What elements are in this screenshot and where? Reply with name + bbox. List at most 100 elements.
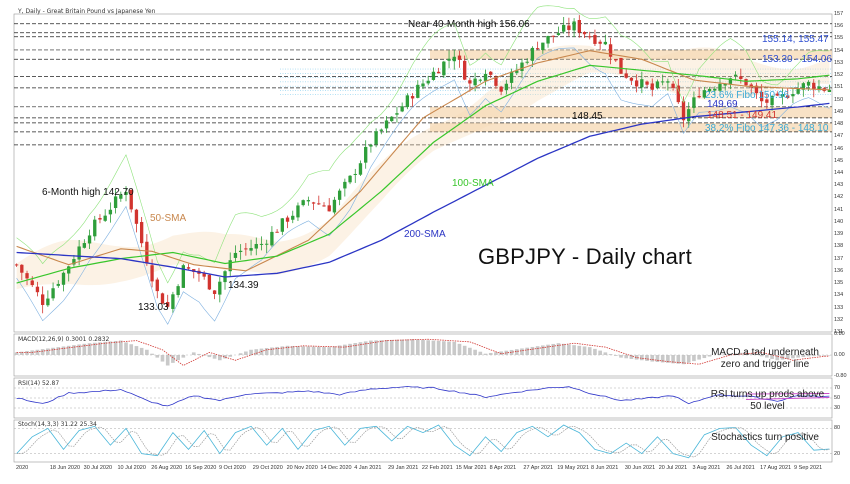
candle-body (817, 86, 821, 90)
candle-body (166, 302, 170, 307)
resistance-zone (430, 122, 832, 132)
candle-body (145, 241, 149, 264)
candle-body (134, 209, 139, 224)
rsi-panel-header: RSI(14) 52.87 (18, 380, 60, 387)
candle-body (129, 189, 133, 210)
candle-body (744, 79, 748, 86)
candle-body (358, 163, 363, 175)
macd-note: MACD a tad underneath zero and trigger l… (711, 347, 819, 370)
chart-title: GBPJPY - Daily chart (478, 244, 692, 269)
candle-body (588, 36, 592, 38)
y-tick-label: 147 (834, 133, 844, 140)
candle-body (593, 34, 597, 44)
stoch-d-line (16, 425, 830, 458)
candle-body (61, 272, 66, 285)
candle-body (77, 246, 81, 260)
candle-body (671, 83, 675, 88)
candle-body (733, 74, 738, 77)
candle-body (384, 120, 389, 129)
candle-body (285, 217, 290, 222)
candle-body (160, 293, 165, 304)
candle-body (765, 99, 769, 103)
x-tick-label: 8 Jun 2021 (591, 465, 619, 471)
candle-body (551, 35, 555, 37)
x-tick-label: 26 Jul 2021 (726, 465, 755, 471)
level-148-label: 148.51 - 149.41 (707, 110, 778, 121)
candle-body (754, 85, 759, 94)
candle-body (301, 200, 305, 206)
main-panel-header: Y, Daily - Great Britain Pound vs Japane… (18, 8, 156, 15)
candle-body (759, 91, 764, 102)
candle-body (457, 55, 462, 60)
candle-body (317, 203, 321, 205)
candle-body (98, 218, 102, 220)
candle-body (30, 280, 34, 286)
candle-body (567, 25, 571, 30)
candle-body (119, 194, 123, 199)
candle-body (806, 81, 811, 86)
six-month-high-label: 6-Month high 142.70 (42, 187, 134, 198)
candle-body (348, 175, 352, 183)
candle-body (244, 248, 248, 250)
indicator-y-tick-label: -0.80 (834, 373, 847, 379)
rsi-trendline (746, 397, 830, 400)
candle-body (713, 88, 717, 91)
candle-body (468, 80, 472, 84)
y-tick-label: 146 (834, 145, 844, 152)
candle-body (739, 76, 743, 79)
low-133-label: 133.03 (138, 302, 169, 313)
candle-body (93, 219, 97, 237)
y-tick-label: 157 (834, 11, 844, 17)
candle-body (707, 88, 712, 92)
candle-body (186, 267, 191, 269)
sma100-line (16, 64, 830, 284)
y-tick-label: 153 (834, 59, 844, 66)
x-tick-label: 29 Oct 2020 (252, 465, 283, 471)
x-tick-label: 15 Mar 2021 (455, 465, 487, 471)
candle-body (473, 78, 477, 86)
candle-body (619, 57, 623, 74)
y-tick-label: 131 (834, 329, 844, 335)
y-tick-label: 150 (834, 96, 844, 103)
near-high-label: Near 40-Month high 156.06 (408, 19, 530, 30)
candle-body (390, 116, 394, 122)
candle-body (562, 24, 566, 32)
candle-body (791, 94, 795, 97)
y-tick-label: 143 (834, 182, 844, 189)
candle-body (202, 273, 206, 277)
x-tick-label: 20 Nov 2020 (286, 465, 318, 471)
y-tick-label: 138 (834, 243, 844, 250)
y-tick-label: 155 (834, 35, 844, 42)
level-155-label: 155.14, 155.47 (762, 34, 829, 45)
candle-body (431, 71, 436, 80)
indicator-y-tick-label: 0.00 (834, 352, 845, 358)
x-tick-label: 18 Jun 2020 (49, 465, 81, 471)
candle-body (150, 265, 154, 282)
y-tick-label: 134 (834, 292, 844, 299)
candle-body (270, 231, 274, 246)
candle-body (254, 243, 258, 249)
candle-body (650, 83, 654, 90)
indicator-y-tick-label: 20 (834, 450, 841, 457)
candle-body (614, 59, 618, 61)
candle-body (353, 173, 357, 175)
candle-body (801, 83, 806, 90)
candle-body (306, 200, 311, 202)
candle-body (405, 95, 410, 108)
sma200-label: 200-SMA (404, 229, 446, 240)
stoch-note: Stochastics turn positive (711, 432, 819, 443)
candle-body (332, 199, 337, 213)
sma200-line (16, 102, 830, 278)
candle-body (176, 286, 180, 296)
x-tick-label: 27 Apr 2021 (523, 465, 554, 471)
candle-body (780, 94, 785, 97)
candle-body (113, 196, 118, 209)
y-tick-label: 151 (834, 84, 844, 91)
panel-frame (13, 419, 833, 463)
candle-body (238, 250, 243, 252)
y-tick-label: 148 (834, 121, 844, 128)
candle-body (108, 209, 113, 215)
candle-body (369, 144, 373, 147)
sma50-label: 50-SMA (150, 213, 187, 224)
